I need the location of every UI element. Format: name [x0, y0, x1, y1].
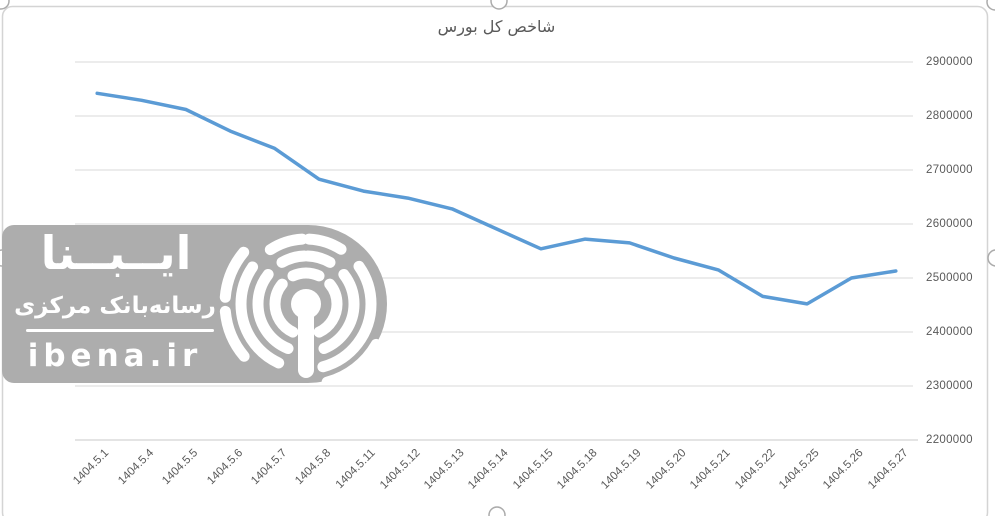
chart-title[interactable]: شاخص کل بورس [437, 17, 556, 36]
y-tick-label: 2400000 [926, 326, 973, 338]
y-tick-label: 2900000 [926, 56, 973, 68]
resize-handle-top-center[interactable] [490, 0, 508, 10]
y-tick-label: 2700000 [926, 164, 973, 176]
watermark-tagline: رسانه‌بانک مرکزی [14, 293, 216, 319]
plot-area [75, 61, 918, 441]
y-tick-label: 2300000 [926, 380, 973, 392]
series-line[interactable] [95, 91, 898, 306]
resize-handle-right-middle[interactable] [987, 249, 995, 267]
watermark-brand: ایــبــنا [40, 226, 192, 280]
resize-handle-top-right[interactable] [986, 0, 995, 11]
watermark: ایــبــنا رسانه‌بانک مرکزی ibena.ir [2, 225, 392, 385]
y-tick-label: 2800000 [926, 110, 973, 122]
watermark-background [2, 225, 387, 383]
watermark-band [2, 225, 392, 385]
watermark-site-url: ibena.ir [27, 338, 203, 374]
ibena-logo-icon [219, 225, 392, 385]
resize-handle-top-left[interactable] [0, 0, 10, 10]
resize-handle-bottom-center[interactable] [488, 506, 506, 516]
watermark-divider [26, 329, 214, 332]
y-tick-label: 2200000 [926, 434, 973, 446]
y-tick-label: 2600000 [926, 218, 973, 230]
y-tick-label: 2500000 [926, 272, 973, 284]
